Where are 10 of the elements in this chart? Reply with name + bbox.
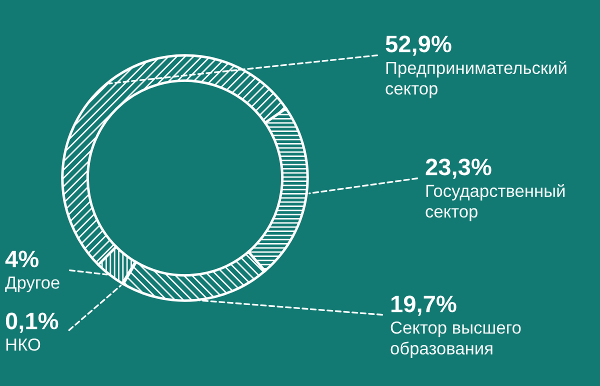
slice-label: Предпринимательский сектор — [386, 61, 566, 98]
slice-label: Другое — [5, 276, 60, 292]
data-label: 0,1% — [6, 312, 58, 333]
slice-label: НКО — [6, 338, 40, 351]
slice-label: Государственный сектор — [426, 184, 565, 222]
data-label: 23,3% — [426, 158, 492, 179]
data-label: 52,9% — [386, 36, 452, 56]
slice-label: Сектор высшего образования — [390, 321, 521, 358]
data-label: 19,7% — [391, 296, 456, 316]
data-label: 4% — [5, 250, 39, 268]
